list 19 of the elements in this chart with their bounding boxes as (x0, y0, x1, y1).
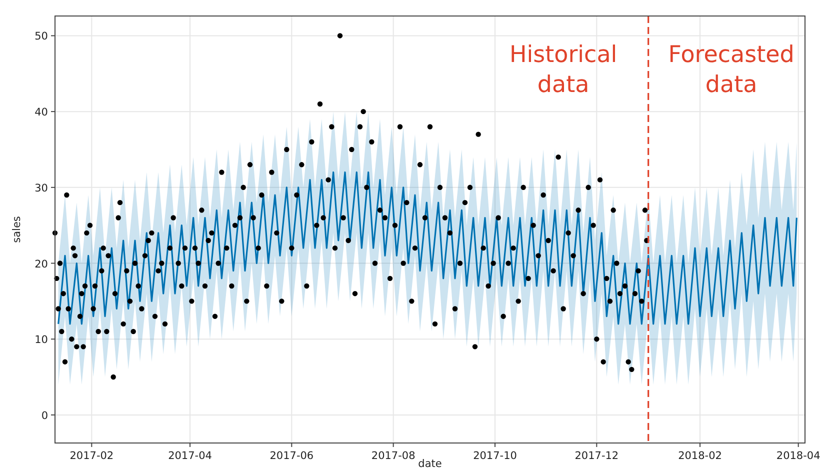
x-tick-label: 2018-04 (776, 450, 821, 462)
annotation: Historical data (509, 42, 618, 98)
y-tick-label: 0 (41, 410, 48, 422)
x-tick-label: 2017-04 (168, 450, 212, 462)
x-axis-title: date (418, 458, 442, 470)
x-tick-label: 2017-12 (574, 450, 619, 462)
y-tick-label: 30 (34, 182, 48, 194)
y-tick-label: 10 (34, 334, 48, 346)
x-tick-label: 2018-02 (678, 450, 722, 462)
x-tick-label: 2017-08 (371, 450, 416, 462)
x-tick-label: 2017-02 (70, 450, 114, 462)
y-tick-label: 40 (34, 106, 48, 119)
y-tick-label: 20 (34, 258, 48, 270)
x-tick-label: 2017-10 (473, 450, 517, 462)
x-tick-label: 2017-06 (270, 450, 314, 462)
y-tick-label: 50 (34, 30, 48, 43)
annotation: Forecasted data (668, 42, 794, 98)
y-axis-title: sales (11, 216, 23, 243)
line-series (58, 171, 798, 325)
